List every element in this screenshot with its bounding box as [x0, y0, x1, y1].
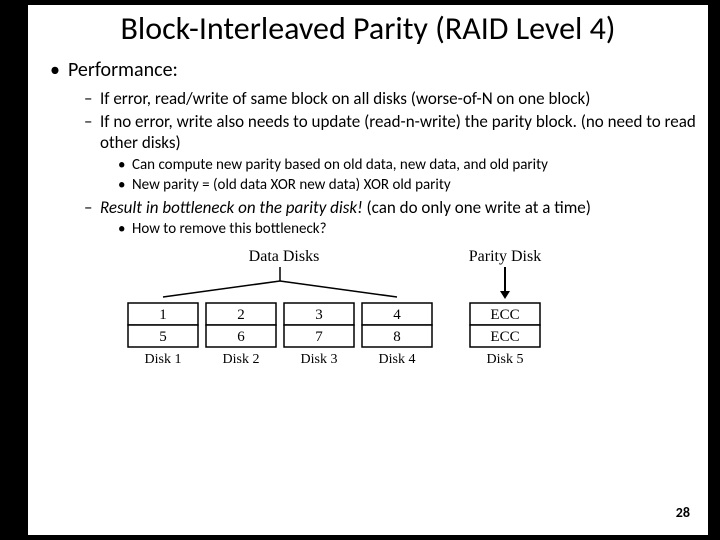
bullet-parity-formula: New parity = (old data XOR new data) XOR…: [40, 176, 696, 196]
svg-text:Disk 2: Disk 2: [223, 352, 260, 367]
svg-text:7: 7: [315, 329, 323, 345]
svg-text:1: 1: [159, 307, 167, 323]
svg-text:4: 4: [393, 307, 401, 323]
svg-text:Disk 5: Disk 5: [487, 352, 524, 367]
svg-text:ECC: ECC: [490, 329, 519, 345]
bullet-remove-bottleneck: How to remove this bottleneck?: [40, 220, 696, 240]
page-number: 28: [676, 504, 690, 521]
bullet-bottleneck-em: Result in bottleneck on the parity disk!: [100, 197, 363, 218]
bullet-bottleneck: Result in bottleneck on the parity disk!…: [40, 197, 696, 218]
bullet-performance: Performance:: [40, 58, 696, 82]
raid-diagram-svg: Data Disks Parity Disk 1 2 3 4 5 6 7 8 ECC ECC Disk …: [118, 245, 618, 385]
svg-text:Disk 4: Disk 4: [379, 352, 416, 367]
svg-text:6: 6: [237, 329, 245, 345]
slide-content: Performance: If error, read/write of sam…: [28, 58, 708, 391]
svg-text:ECC: ECC: [490, 307, 519, 323]
svg-text:Parity Disk: Parity Disk: [469, 248, 541, 265]
svg-text:5: 5: [159, 329, 167, 345]
svg-text:2: 2: [237, 307, 245, 323]
bullet-error: If error, read/write of same block on al…: [40, 88, 696, 109]
slide: Block-Interleaved Parity (RAID Level 4) …: [28, 5, 708, 535]
svg-text:Data Disks: Data Disks: [249, 248, 320, 265]
bullet-no-error: If no error, write also needs to update …: [40, 111, 696, 154]
raid-diagram: Data Disks Parity Disk 1 2 3 4 5 6 7 8 ECC ECC Disk …: [40, 245, 696, 390]
svg-text:3: 3: [315, 307, 323, 323]
slide-title: Block-Interleaved Parity (RAID Level 4): [28, 5, 708, 58]
svg-text:Disk 1: Disk 1: [145, 352, 182, 367]
bullet-bottleneck-rest: (can do only one write at a time): [363, 197, 591, 218]
bullet-compute-parity: Can compute new parity based on old data…: [40, 156, 696, 176]
svg-text:8: 8: [393, 329, 401, 345]
svg-text:Disk 3: Disk 3: [301, 352, 338, 367]
